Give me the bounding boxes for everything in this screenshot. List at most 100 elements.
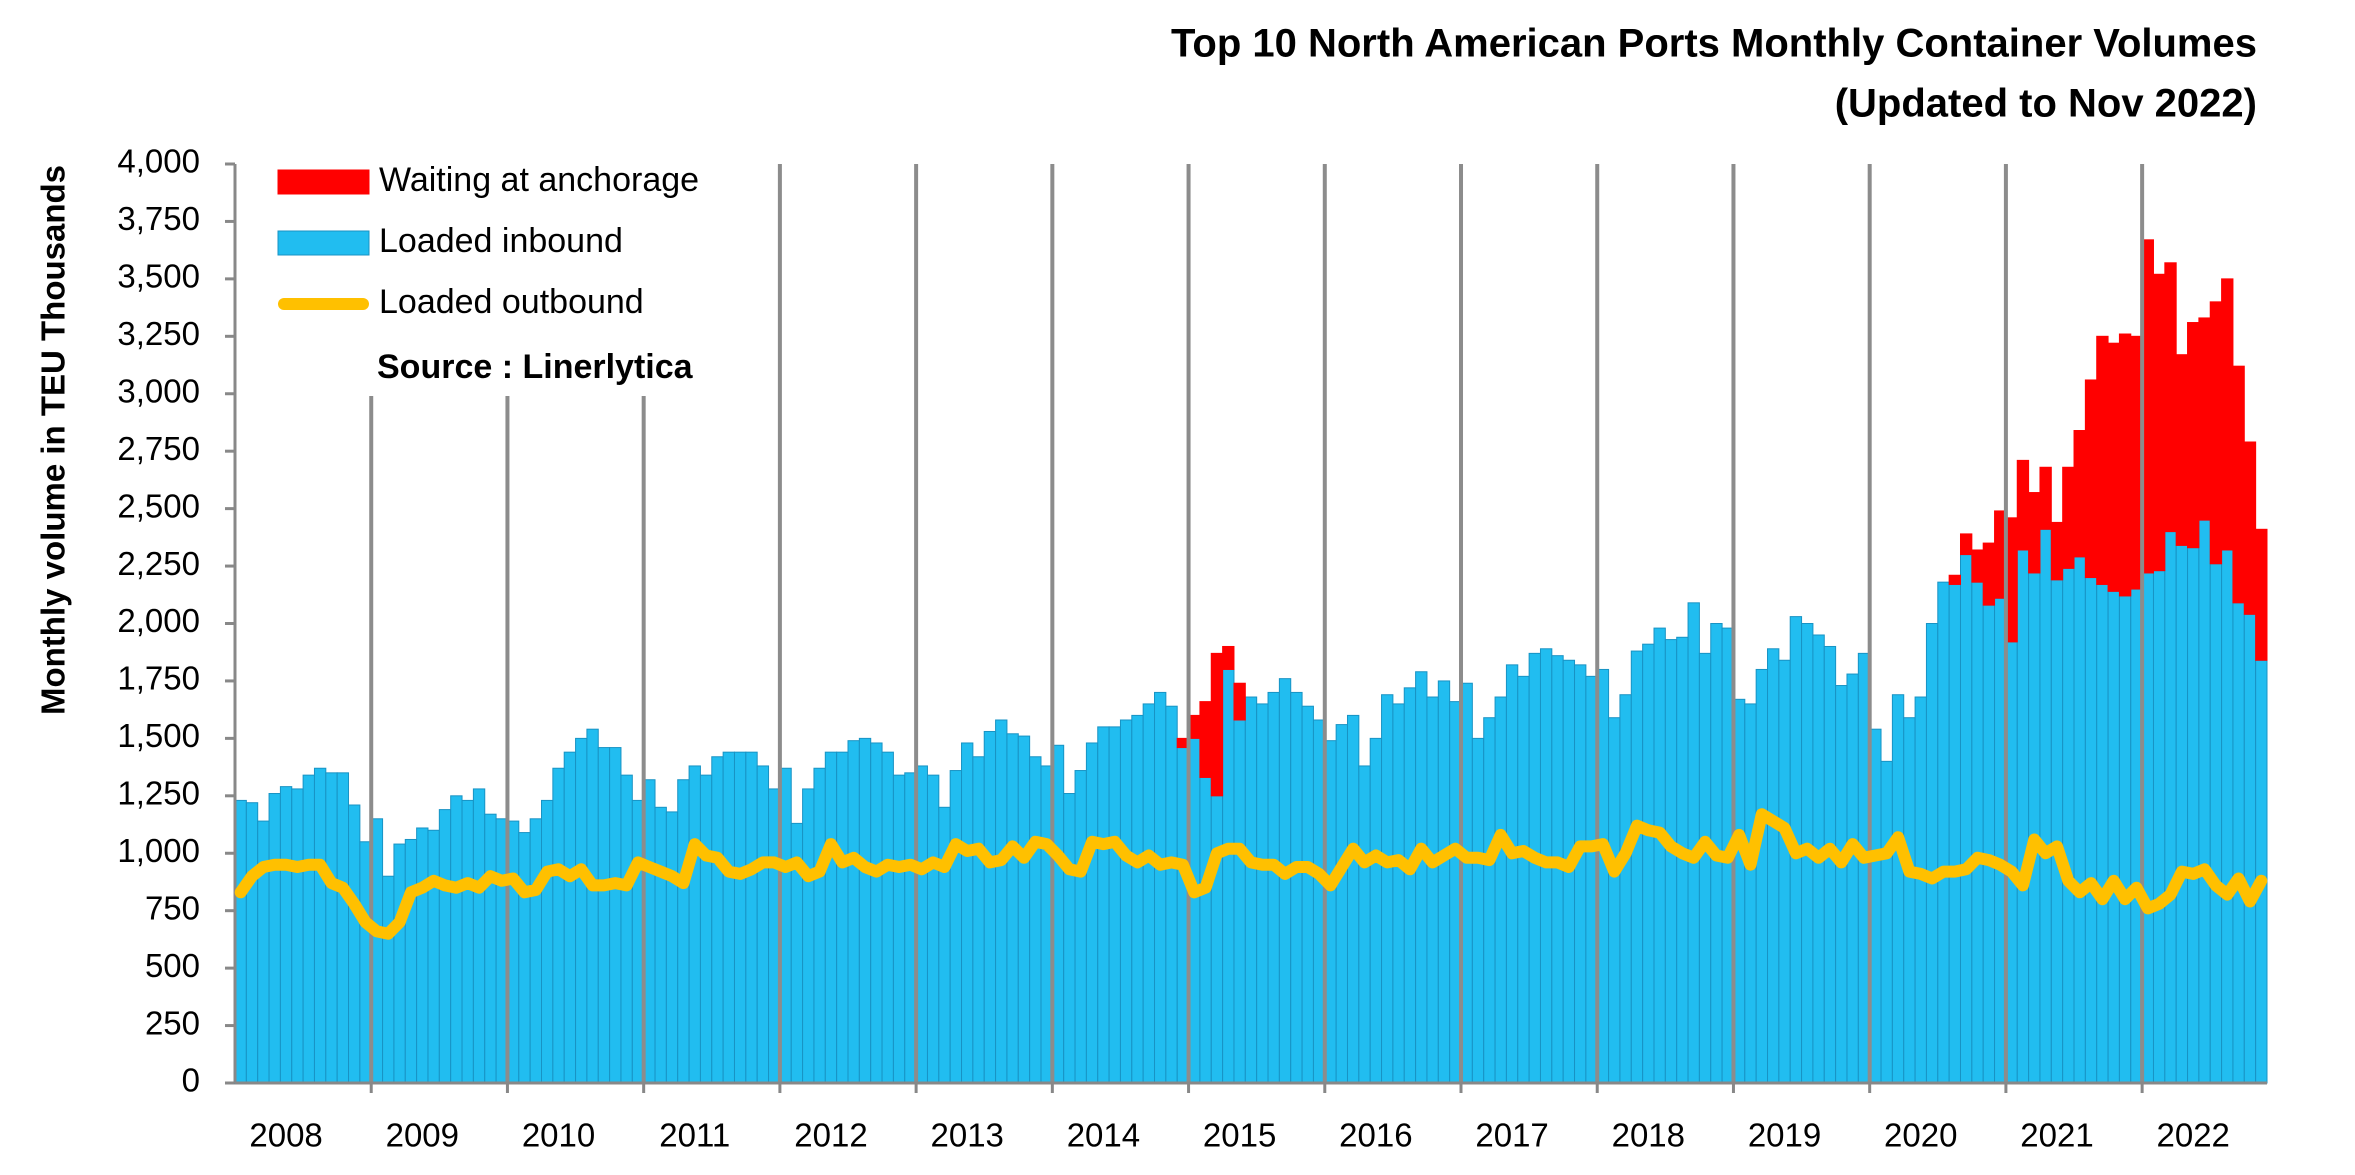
bar	[1346, 714, 1360, 1084]
bar	[1971, 581, 1984, 1084]
bar	[949, 770, 963, 1084]
bar	[1403, 687, 1417, 1084]
bar	[1767, 648, 1780, 1084]
bar	[1426, 696, 1439, 1084]
y-tick-label: 1,250	[117, 775, 200, 812]
bar	[575, 737, 588, 1084]
x-tick-label: 2011	[659, 1117, 730, 1154]
bar	[756, 765, 770, 1084]
bar	[2198, 317, 2211, 521]
x-tick-label: 2009	[386, 1117, 459, 1154]
bar	[711, 756, 724, 1084]
bar	[1278, 678, 1292, 1084]
bar	[858, 737, 872, 1084]
bar	[2255, 528, 2268, 661]
bar	[1948, 574, 1961, 585]
bar	[404, 838, 418, 1084]
bar	[336, 772, 350, 1084]
bar	[1959, 554, 1973, 1084]
bar	[484, 813, 497, 1084]
bar	[1755, 668, 1769, 1084]
bar	[2187, 547, 2200, 1084]
bar	[1698, 652, 1712, 1084]
bar	[2039, 466, 2052, 530]
bar	[1222, 668, 1235, 1084]
bar	[870, 742, 883, 1084]
bar	[995, 719, 1008, 1084]
bar	[2050, 521, 2064, 581]
bar	[1006, 733, 1019, 1084]
bar	[2107, 342, 2120, 592]
bar	[1437, 680, 1451, 1084]
legend-swatch	[277, 230, 370, 256]
bar	[1392, 703, 1405, 1084]
bar	[1085, 742, 1099, 1084]
bar	[1574, 664, 1587, 1084]
bar	[2118, 333, 2132, 597]
bar	[1823, 645, 1837, 1084]
bar	[2221, 549, 2234, 1084]
bar	[1619, 694, 1632, 1084]
bar	[2209, 563, 2223, 1084]
x-tick-label: 2010	[522, 1117, 595, 1154]
bar	[2198, 519, 2211, 1084]
bar	[450, 795, 463, 1084]
bar	[688, 765, 701, 1084]
y-tick-label: 750	[145, 889, 200, 926]
bar	[836, 751, 849, 1084]
bar	[983, 730, 997, 1084]
bar	[461, 799, 474, 1084]
line	[234, 808, 2268, 940]
bar	[1744, 703, 1757, 1084]
y-tick-label: 3,000	[117, 372, 200, 409]
bar	[654, 806, 667, 1084]
bar	[1891, 694, 1905, 1084]
bar	[1256, 703, 1269, 1084]
bar	[1778, 659, 1791, 1084]
bar	[2118, 595, 2132, 1084]
y-tick-label: 1,500	[117, 717, 200, 754]
x-tick-label: 2008	[249, 1117, 322, 1154]
bar	[1119, 719, 1133, 1084]
bar	[1925, 623, 1939, 1084]
x-tick-label: 2017	[1475, 1117, 1548, 1154]
bar	[1937, 581, 1950, 1084]
bar	[1642, 643, 1655, 1084]
bar	[881, 751, 894, 1084]
y-tick-label: 2,250	[117, 545, 200, 582]
bar	[1358, 765, 1371, 1084]
bar	[1290, 691, 1303, 1084]
y-tick-label: 2,500	[117, 487, 200, 524]
bar	[438, 809, 452, 1084]
bar	[313, 767, 327, 1084]
bar	[1517, 675, 1530, 1084]
bar	[1017, 735, 1031, 1084]
bar	[2209, 301, 2223, 565]
x-tick-label: 2012	[794, 1117, 867, 1154]
bar	[291, 788, 304, 1084]
bar	[2050, 579, 2064, 1084]
bar	[1108, 726, 1121, 1084]
bar	[1142, 703, 1156, 1084]
bar	[1948, 583, 1961, 1084]
legend-swatch	[277, 169, 370, 195]
bar	[1880, 760, 1893, 1084]
y-tick-label: 0	[182, 1062, 200, 1099]
bar	[1233, 682, 1246, 721]
bar	[302, 774, 315, 1084]
bar	[722, 751, 735, 1084]
x-tick-label: 2014	[1067, 1117, 1140, 1154]
bar	[620, 774, 633, 1084]
bar	[2164, 262, 2177, 533]
bar	[2062, 567, 2075, 1084]
bar	[2164, 531, 2177, 1084]
bar	[1210, 795, 1224, 1084]
bar	[1528, 652, 1541, 1084]
bar	[2187, 322, 2200, 549]
bar	[1653, 627, 1666, 1084]
legend-box	[262, 164, 732, 396]
bar	[529, 818, 543, 1084]
bar	[733, 751, 747, 1084]
bar	[1505, 664, 1519, 1084]
